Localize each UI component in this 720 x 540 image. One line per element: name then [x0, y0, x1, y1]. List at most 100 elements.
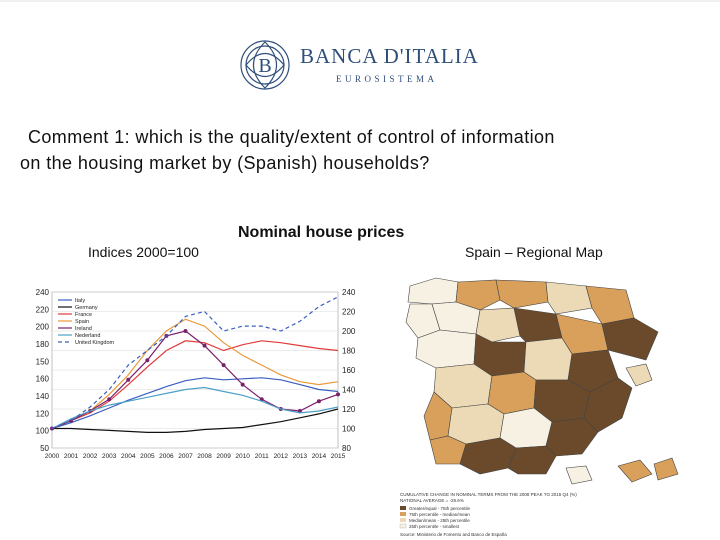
- top-edge: [0, 0, 720, 2]
- series-line: [51, 340, 339, 430]
- y-tick-label-left: 180: [36, 340, 50, 349]
- region: [653, 457, 679, 481]
- map-legend-line: 75th percentile - median/mean: [409, 512, 470, 517]
- region: [447, 403, 505, 445]
- y-tick-label-left: 100: [36, 427, 50, 436]
- comment-text: Comment 1: which is the quality/extent o…: [20, 124, 700, 176]
- series-marker: [145, 358, 150, 363]
- y-tick-label-left: 120: [36, 409, 50, 418]
- legend-label: United Kingdom: [75, 340, 115, 346]
- region: [415, 329, 477, 369]
- region: [495, 279, 549, 309]
- region: [523, 337, 573, 381]
- logo-title: BANCA D'ITALIA: [300, 44, 479, 68]
- x-tick-label: 2015: [331, 453, 346, 460]
- region: [601, 317, 659, 361]
- map-legend-line: CUMULATIVE CHANGE IN NOMINAL TERMS FROM …: [400, 492, 577, 497]
- y-tick-label-right: 200: [342, 327, 356, 336]
- legend-label: France: [75, 312, 92, 318]
- y-tick-label-right: 100: [342, 425, 356, 434]
- y-tick-label-right: 240: [342, 288, 356, 297]
- series-marker: [259, 397, 264, 402]
- region: [617, 459, 653, 483]
- x-tick-label: 2005: [140, 453, 155, 460]
- region: [507, 445, 557, 475]
- region: [545, 281, 593, 315]
- y-tick-label-left: 140: [36, 392, 50, 401]
- series-line: [51, 330, 339, 430]
- x-tick-label: 2010: [235, 453, 250, 460]
- region: [455, 279, 501, 311]
- series-marker: [183, 329, 188, 333]
- y-tick-label-right: 220: [342, 308, 356, 317]
- y-tick-label-left: 150: [36, 357, 50, 366]
- map-legend-line: NATIONAL AVERAGE = -29.6%: [400, 498, 464, 503]
- comment-line-1: Comment 1: which is the quality/extent o…: [28, 127, 555, 147]
- region: [487, 371, 537, 415]
- legend-label: Spain: [75, 319, 89, 325]
- legend-label: Nederland: [75, 333, 100, 339]
- series-marker: [316, 399, 321, 404]
- house-price-chart: 240 220 200 180 160 140 120 100 80 240 220 200 180 15…: [36, 288, 356, 460]
- x-tick-label: 2004: [121, 453, 136, 460]
- logo-subtitle: EUROSISTEMA: [336, 74, 438, 84]
- legend-swatch-pale: [399, 523, 407, 529]
- x-tick-label: 2001: [64, 453, 79, 460]
- x-tick-label: 2002: [83, 453, 98, 460]
- y-tick-label-left: 220: [36, 305, 50, 314]
- y-tick-label-right: 120: [342, 405, 356, 414]
- series-marker: [202, 343, 207, 348]
- x-tick-label: 2013: [293, 453, 308, 460]
- legend-label: Germany: [75, 305, 98, 311]
- series-line: [51, 296, 339, 430]
- series-line: [52, 408, 339, 433]
- series-marker: [240, 382, 245, 387]
- legend-swatch-dark: [400, 506, 406, 510]
- series-marker: [297, 408, 302, 413]
- series-marker: [221, 363, 226, 368]
- comment-line-2: on the housing market by (Spanish) house…: [20, 153, 430, 173]
- series-marker: [126, 377, 131, 382]
- legend-label: Italy: [75, 298, 85, 304]
- y-tick-label-left: 200: [36, 323, 50, 332]
- x-tick-label: 2009: [216, 453, 231, 460]
- y-tick-label-left: 50: [40, 444, 49, 453]
- x-tick-label: 2012: [274, 453, 289, 460]
- series-line: [51, 318, 339, 430]
- x-tick-label: 2011: [255, 453, 269, 460]
- map-regions: [405, 277, 679, 485]
- logo-monogram: B: [258, 55, 271, 77]
- banca-italia-emblem-icon: B: [240, 40, 290, 90]
- y-tick-label-right: 140: [342, 386, 356, 395]
- x-tick-label: 2003: [102, 453, 117, 460]
- series-marker: [336, 392, 340, 397]
- legend-label: Ireland: [75, 326, 92, 332]
- banca-italia-logo: B BANCA D'ITALIA EUROSISTEMA: [238, 38, 478, 94]
- y-tick-label-right: 80: [342, 444, 351, 453]
- x-tick-label: 2008: [197, 453, 212, 460]
- x-tick-label: 2000: [45, 453, 60, 460]
- map-title: Spain – Regional Map: [465, 244, 603, 260]
- y-tick-label-right: 160: [342, 366, 356, 375]
- y-tick-label-left: 160: [36, 375, 50, 384]
- y-tick-label-right: 180: [342, 347, 356, 356]
- map-legend-line: Greater/equal - 75th percentile: [409, 506, 471, 511]
- region: [475, 307, 521, 343]
- y-tick-label-left: 240: [36, 288, 50, 297]
- map-legend: CUMULATIVE CHANGE IN NOMINAL TERMS FROM …: [399, 492, 577, 537]
- region: [565, 465, 593, 485]
- legend-swatch-light: [400, 518, 406, 522]
- spain-regional-map: CUMULATIVE CHANGE IN NOMINAL TERMS FROM …: [396, 268, 684, 540]
- legend-swatch-mid: [400, 512, 406, 516]
- x-tick-label: 2006: [159, 453, 174, 460]
- map-legend-line: Median/mean - 25th percentile: [409, 518, 470, 523]
- x-tick-label: 2007: [178, 453, 193, 460]
- map-source: Source: Ministerio de Fomento and Banco …: [400, 532, 507, 537]
- series-line: [51, 386, 339, 430]
- indices-label: Indices 2000=100: [88, 244, 199, 260]
- map-legend-line: 25th percentile - smallest: [409, 524, 460, 529]
- x-tick-label: 2014: [312, 453, 327, 460]
- chart-title: Nominal house prices: [238, 224, 405, 241]
- region: [625, 363, 653, 387]
- series-line: [51, 377, 339, 430]
